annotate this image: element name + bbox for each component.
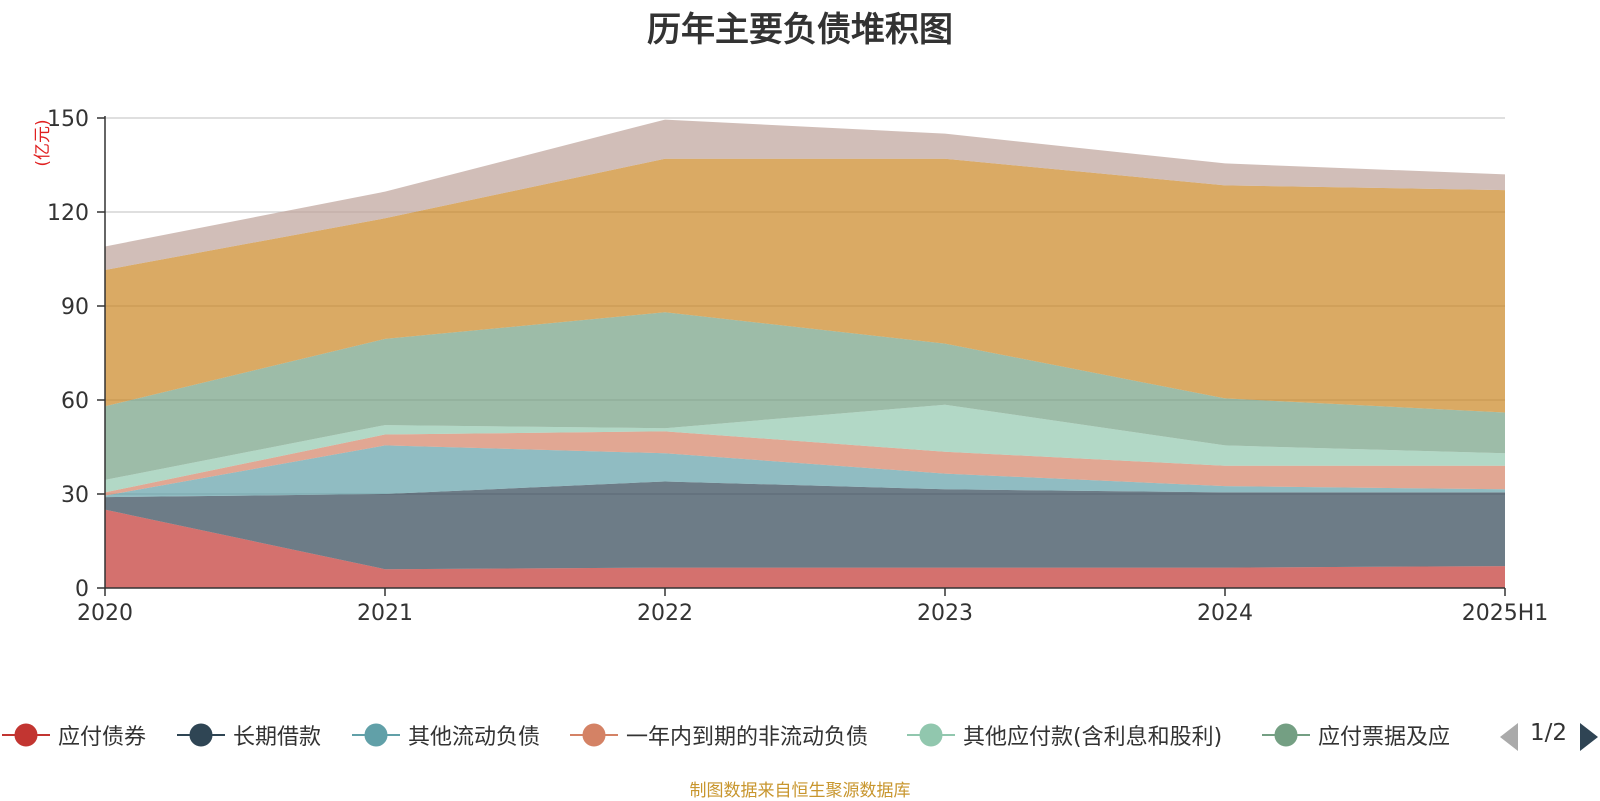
x-tick-label: 2020: [77, 601, 133, 626]
x-tick-label: 2022: [637, 601, 693, 626]
legend: 应付债券 长期借款 其他流动负债 一年内到期的非流动负债 其他应付款(含利息和股利) 应付…: [0, 710, 1490, 760]
source-note: 制图数据来自恒生聚源数据库: [689, 781, 911, 801]
y-tick-label: 150: [47, 107, 89, 132]
legend-item[interactable]: 应付票据及应: [1260, 718, 1450, 752]
y-tick-label: 30: [61, 483, 89, 508]
area-series-1: [105, 481, 1505, 570]
y-tick-label: 120: [47, 201, 89, 226]
area-series-7: [105, 119, 1505, 270]
y-unit-label: (亿元): [33, 119, 53, 166]
legend-label: 长期借款: [233, 725, 322, 750]
axes: [97, 116, 1506, 596]
legend-marker-icon: [352, 723, 400, 747]
legend-label: 应付债券: [58, 725, 147, 750]
legend-marker-icon: [177, 723, 225, 747]
area-series-0: [105, 509, 1505, 588]
x-tick-label: 2023: [917, 601, 973, 626]
legend-marker-icon: [570, 723, 618, 747]
legend-item[interactable]: 长期借款: [175, 718, 321, 752]
area-series-6: [105, 158, 1505, 413]
y-tick-label: 90: [61, 295, 89, 320]
legend-marker-icon: [1262, 723, 1310, 747]
legend-item[interactable]: 其他流动负债: [350, 718, 540, 752]
area-series-5: [105, 312, 1505, 480]
legend-item[interactable]: 一年内到期的非流动负债: [568, 718, 868, 752]
legend-item[interactable]: 其他应付款(含利息和股利): [905, 718, 1222, 752]
x-tick-label: 2025H1: [1462, 601, 1549, 626]
chart-plot: 0 30 60 90 120 150(亿元) 2020 2021 2022 2023 2024 202…: [33, 107, 1548, 626]
legend-label: 其他应付款(含利息和股利): [963, 725, 1223, 750]
chart-title: 历年主要负债堆积图: [647, 10, 953, 50]
stacked-areas: [105, 119, 1505, 588]
y-tick-label: 0: [75, 577, 89, 602]
legend-next-page-icon[interactable]: [1580, 723, 1598, 751]
x-tick-label: 2024: [1197, 601, 1253, 626]
legend-item[interactable]: 应付债券: [0, 718, 146, 752]
legend-marker-icon: [2, 723, 50, 747]
area-series-4: [105, 404, 1505, 493]
legend-label: 其他流动负债: [408, 725, 541, 750]
legend-marker-icon: [907, 723, 955, 747]
tick-labels: 0 30 60 90 120 150(亿元) 2020 2021 2022 2023 2024 202…: [33, 107, 1548, 626]
y-tick-label: 60: [61, 389, 89, 414]
legend-label: 应付票据及应: [1318, 725, 1451, 750]
legend-page-indicator: 1/2: [1530, 720, 1568, 746]
legend-prev-page-icon[interactable]: [1500, 723, 1518, 751]
area-series-2: [105, 445, 1505, 498]
area-series-3: [105, 431, 1505, 496]
x-tick-label: 2021: [357, 601, 413, 626]
legend-label: 一年内到期的非流动负债: [626, 725, 869, 750]
